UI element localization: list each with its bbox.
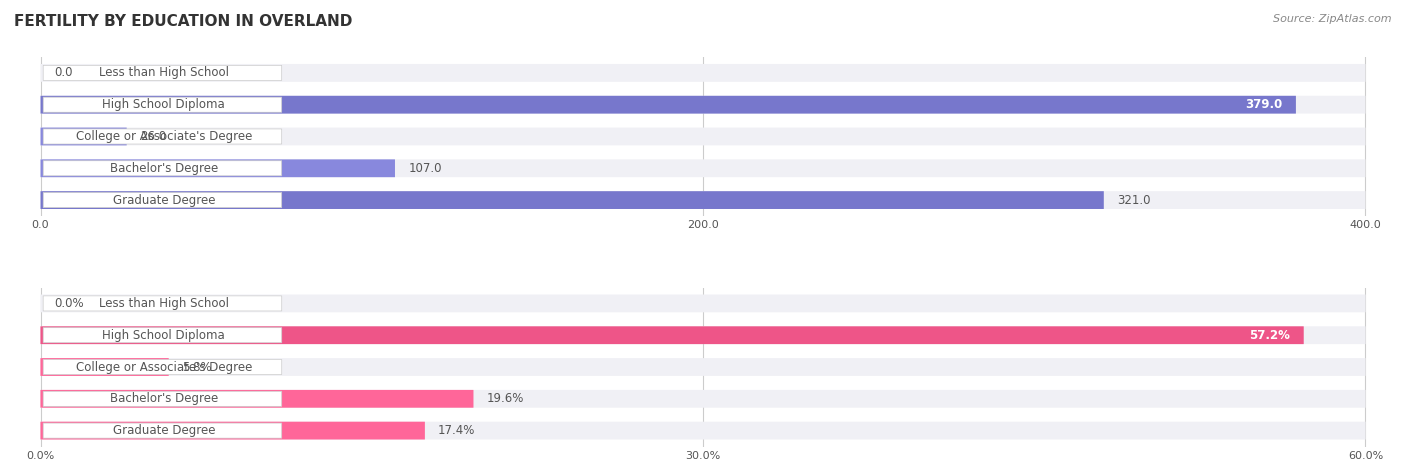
FancyBboxPatch shape bbox=[41, 326, 1303, 344]
Text: 19.6%: 19.6% bbox=[486, 392, 524, 405]
FancyBboxPatch shape bbox=[41, 358, 1365, 376]
Text: High School Diploma: High School Diploma bbox=[103, 329, 225, 342]
Text: 17.4%: 17.4% bbox=[439, 424, 475, 437]
Text: 26.0: 26.0 bbox=[141, 130, 166, 143]
Text: 321.0: 321.0 bbox=[1116, 194, 1150, 207]
FancyBboxPatch shape bbox=[44, 328, 281, 343]
Text: 5.8%: 5.8% bbox=[181, 361, 211, 373]
Text: Less than High School: Less than High School bbox=[98, 297, 229, 310]
FancyBboxPatch shape bbox=[41, 422, 1365, 439]
FancyBboxPatch shape bbox=[41, 358, 169, 376]
FancyBboxPatch shape bbox=[41, 160, 395, 177]
Text: 107.0: 107.0 bbox=[408, 162, 441, 175]
Text: Bachelor's Degree: Bachelor's Degree bbox=[110, 392, 218, 405]
Text: Graduate Degree: Graduate Degree bbox=[112, 424, 215, 437]
FancyBboxPatch shape bbox=[44, 360, 281, 375]
FancyBboxPatch shape bbox=[41, 390, 1365, 408]
Text: College or Associate's Degree: College or Associate's Degree bbox=[76, 130, 252, 143]
FancyBboxPatch shape bbox=[44, 161, 281, 176]
Text: FERTILITY BY EDUCATION IN OVERLAND: FERTILITY BY EDUCATION IN OVERLAND bbox=[14, 14, 353, 29]
FancyBboxPatch shape bbox=[44, 97, 281, 112]
FancyBboxPatch shape bbox=[44, 192, 281, 208]
FancyBboxPatch shape bbox=[44, 129, 281, 144]
FancyBboxPatch shape bbox=[44, 296, 281, 311]
FancyBboxPatch shape bbox=[44, 391, 281, 406]
Text: 0.0: 0.0 bbox=[53, 66, 72, 79]
FancyBboxPatch shape bbox=[41, 191, 1365, 209]
FancyBboxPatch shape bbox=[41, 96, 1365, 114]
FancyBboxPatch shape bbox=[41, 326, 1365, 344]
FancyBboxPatch shape bbox=[41, 422, 425, 439]
Text: Bachelor's Degree: Bachelor's Degree bbox=[110, 162, 218, 175]
FancyBboxPatch shape bbox=[44, 423, 281, 438]
Text: College or Associate's Degree: College or Associate's Degree bbox=[76, 361, 252, 373]
Text: Less than High School: Less than High School bbox=[98, 66, 229, 79]
Text: 0.0%: 0.0% bbox=[53, 297, 83, 310]
Text: Source: ZipAtlas.com: Source: ZipAtlas.com bbox=[1274, 14, 1392, 24]
FancyBboxPatch shape bbox=[41, 128, 1365, 145]
FancyBboxPatch shape bbox=[41, 191, 1104, 209]
FancyBboxPatch shape bbox=[41, 160, 1365, 177]
Text: High School Diploma: High School Diploma bbox=[103, 98, 225, 111]
FancyBboxPatch shape bbox=[41, 294, 1365, 313]
Text: Graduate Degree: Graduate Degree bbox=[112, 194, 215, 207]
Text: 57.2%: 57.2% bbox=[1250, 329, 1291, 342]
FancyBboxPatch shape bbox=[41, 128, 127, 145]
FancyBboxPatch shape bbox=[44, 66, 281, 80]
Text: 379.0: 379.0 bbox=[1246, 98, 1282, 111]
FancyBboxPatch shape bbox=[41, 96, 1296, 114]
FancyBboxPatch shape bbox=[41, 64, 1365, 82]
FancyBboxPatch shape bbox=[41, 390, 474, 408]
